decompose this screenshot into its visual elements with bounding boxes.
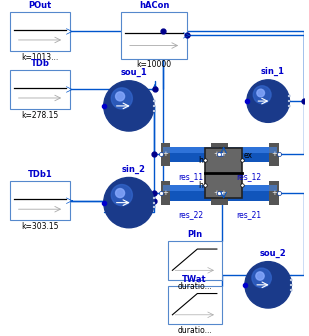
Bar: [205, 148, 242, 198]
Text: k=10000: k=10000: [137, 60, 171, 70]
Text: POut: POut: [28, 1, 52, 10]
Text: res_22: res_22: [178, 210, 203, 219]
Circle shape: [257, 89, 265, 97]
Text: sin_2: sin_2: [122, 165, 146, 174]
Bar: [269, 143, 279, 166]
Circle shape: [104, 81, 154, 131]
Circle shape: [104, 177, 154, 228]
Circle shape: [116, 188, 125, 198]
Text: TDb1: TDb1: [28, 170, 52, 179]
Text: PIn: PIn: [187, 230, 202, 239]
Circle shape: [253, 86, 271, 103]
Text: h: h: [198, 181, 203, 190]
Text: TDb: TDb: [31, 59, 49, 68]
Text: res_21: res_21: [236, 210, 261, 219]
Circle shape: [111, 184, 132, 206]
Text: res_11: res_11: [178, 172, 203, 181]
Text: sou_1: sou_1: [120, 68, 147, 77]
Bar: [161, 143, 171, 166]
Text: duratio...: duratio...: [177, 326, 212, 335]
Text: k=303.15: k=303.15: [21, 222, 59, 231]
Text: h: h: [198, 156, 203, 165]
Bar: [10, 70, 70, 109]
Text: +: +: [271, 151, 277, 157]
Bar: [161, 146, 221, 162]
Text: sou_2: sou_2: [260, 249, 286, 258]
Text: +: +: [221, 151, 226, 157]
Bar: [221, 146, 277, 153]
Text: +: +: [163, 190, 168, 196]
Circle shape: [247, 80, 290, 122]
Bar: [161, 185, 221, 201]
Bar: [163, 146, 219, 153]
Bar: [163, 185, 219, 192]
Circle shape: [245, 262, 291, 308]
Bar: [10, 181, 70, 220]
Text: k=1013...: k=1013...: [21, 53, 58, 62]
Circle shape: [252, 268, 271, 288]
Bar: [161, 181, 171, 205]
Bar: [219, 185, 279, 201]
Text: res_12: res_12: [236, 172, 261, 181]
Bar: [211, 143, 221, 166]
Text: k=278.15: k=278.15: [21, 111, 58, 120]
Bar: [219, 181, 228, 205]
Text: duratio...: duratio...: [177, 282, 212, 291]
Circle shape: [256, 272, 264, 280]
Bar: [211, 181, 221, 205]
Circle shape: [111, 88, 132, 109]
Text: +: +: [221, 190, 226, 196]
Text: ex: ex: [244, 152, 253, 160]
Text: sin_1: sin_1: [261, 67, 285, 76]
Bar: [219, 146, 279, 162]
Text: +: +: [271, 190, 277, 196]
Text: TWat: TWat: [182, 275, 207, 284]
Text: +: +: [163, 151, 168, 157]
Bar: [167, 286, 222, 325]
Bar: [167, 241, 222, 280]
Circle shape: [116, 92, 125, 101]
Bar: [269, 181, 279, 205]
Text: hACon: hACon: [139, 1, 169, 10]
Bar: [10, 12, 70, 51]
Bar: [219, 143, 228, 166]
Bar: [221, 185, 277, 192]
Bar: [121, 12, 187, 58]
Text: +: +: [213, 151, 219, 157]
Text: +: +: [213, 190, 219, 196]
